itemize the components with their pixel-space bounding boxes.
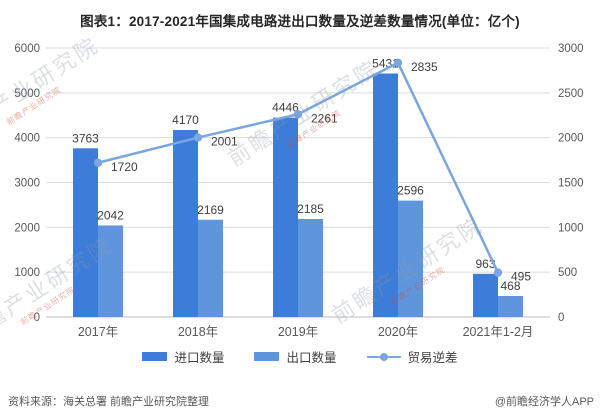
- deficit-value-label: 495: [511, 270, 531, 284]
- export-value-label: 2185: [297, 202, 324, 216]
- x-axis-label: 2018年: [178, 325, 218, 339]
- line-marker-icon: [366, 352, 401, 362]
- import-swatch-icon: [142, 352, 168, 361]
- deficit-value-label: 2001: [211, 135, 238, 149]
- deficit-marker-2021年1-2月: [493, 268, 503, 277]
- bar-export-2018年: [198, 219, 223, 317]
- line-swatch-dot: [379, 352, 388, 361]
- deficit-marker-2019年: [293, 110, 303, 119]
- import-value-label: 3763: [72, 131, 99, 145]
- deficit-value-label: 1720: [111, 160, 138, 174]
- legend-item-import: 进口数量: [142, 347, 224, 366]
- right-axis-tick: 2000: [558, 133, 584, 145]
- chart-title: 图表1：2017-2021年国集成电路进出口数量及逆差数量情况(单位：亿个): [80, 14, 520, 29]
- right-axis-tick: 500: [558, 267, 577, 279]
- import-value-label: 4446: [272, 101, 299, 115]
- legend-label-import: 进口数量: [174, 351, 225, 365]
- export-value-label: 468: [500, 279, 520, 293]
- right-axis-tick: 0: [558, 312, 564, 324]
- brand-note: @前瞻经济学人APP: [494, 396, 594, 408]
- bar-import-2021年1-2月: [473, 273, 498, 317]
- import-value-label: 4170: [172, 113, 199, 127]
- left-axis-tick: 5000: [14, 88, 40, 100]
- export-value-label: 2169: [197, 203, 224, 217]
- left-axis-tick: 2000: [14, 222, 40, 234]
- x-axis-label: 2021年1-2月: [463, 325, 534, 339]
- export-value-label: 2042: [97, 208, 124, 222]
- x-axis-label: 2017年: [78, 325, 118, 339]
- left-axis-tick: 4000: [14, 133, 40, 145]
- right-axis-tick: 1500: [558, 178, 584, 190]
- left-axis-tick: 3000: [14, 178, 40, 190]
- left-axis-tick: 0: [34, 312, 40, 324]
- bar-import-2019年: [273, 117, 298, 318]
- left-axis-tick: 6000: [14, 43, 40, 55]
- left-axis-tick: 1000: [14, 267, 40, 279]
- export-swatch-icon: [254, 352, 280, 361]
- x-axis-label: 2019年: [278, 325, 318, 339]
- deficit-marker-2018年: [193, 133, 203, 142]
- deficit-value-label: 2261: [311, 111, 338, 125]
- legend-item-export: 出口数量: [254, 347, 337, 366]
- right-axis-tick: 3000: [558, 43, 584, 55]
- x-axis-label: 2020年: [378, 325, 418, 339]
- right-axis-tick: 2500: [558, 88, 584, 100]
- chart-footer: 资料来源：海关总署 前瞻产业研究院整理 @前瞻经济学人APP: [0, 390, 600, 412]
- bar-export-2021年1-2月: [498, 296, 523, 317]
- bar-export-2019年: [298, 219, 323, 317]
- chart-legend: 进口数量 出口数量 贸易逆差: [0, 347, 600, 366]
- legend-label-deficit: 贸易逆差: [407, 351, 458, 365]
- deficit-value-label: 2835: [411, 60, 438, 74]
- export-value-label: 2596: [397, 184, 424, 198]
- deficit-marker-2020年: [393, 58, 403, 67]
- bar-export-2020年: [398, 200, 423, 317]
- source-note: 资料来源：海关总署 前瞻产业研究院整理: [8, 396, 210, 408]
- right-axis-tick: 1000: [558, 222, 584, 234]
- deficit-marker-2017年: [93, 158, 103, 167]
- bar-import-2018年: [173, 130, 198, 317]
- import-value-label: 963: [475, 257, 495, 271]
- bar-import-2017年: [73, 148, 98, 317]
- legend-item-deficit: 贸易逆差: [366, 347, 458, 366]
- bar-export-2017年: [98, 225, 123, 317]
- bar-import-2020年: [373, 73, 398, 318]
- legend-label-export: 出口数量: [286, 351, 337, 365]
